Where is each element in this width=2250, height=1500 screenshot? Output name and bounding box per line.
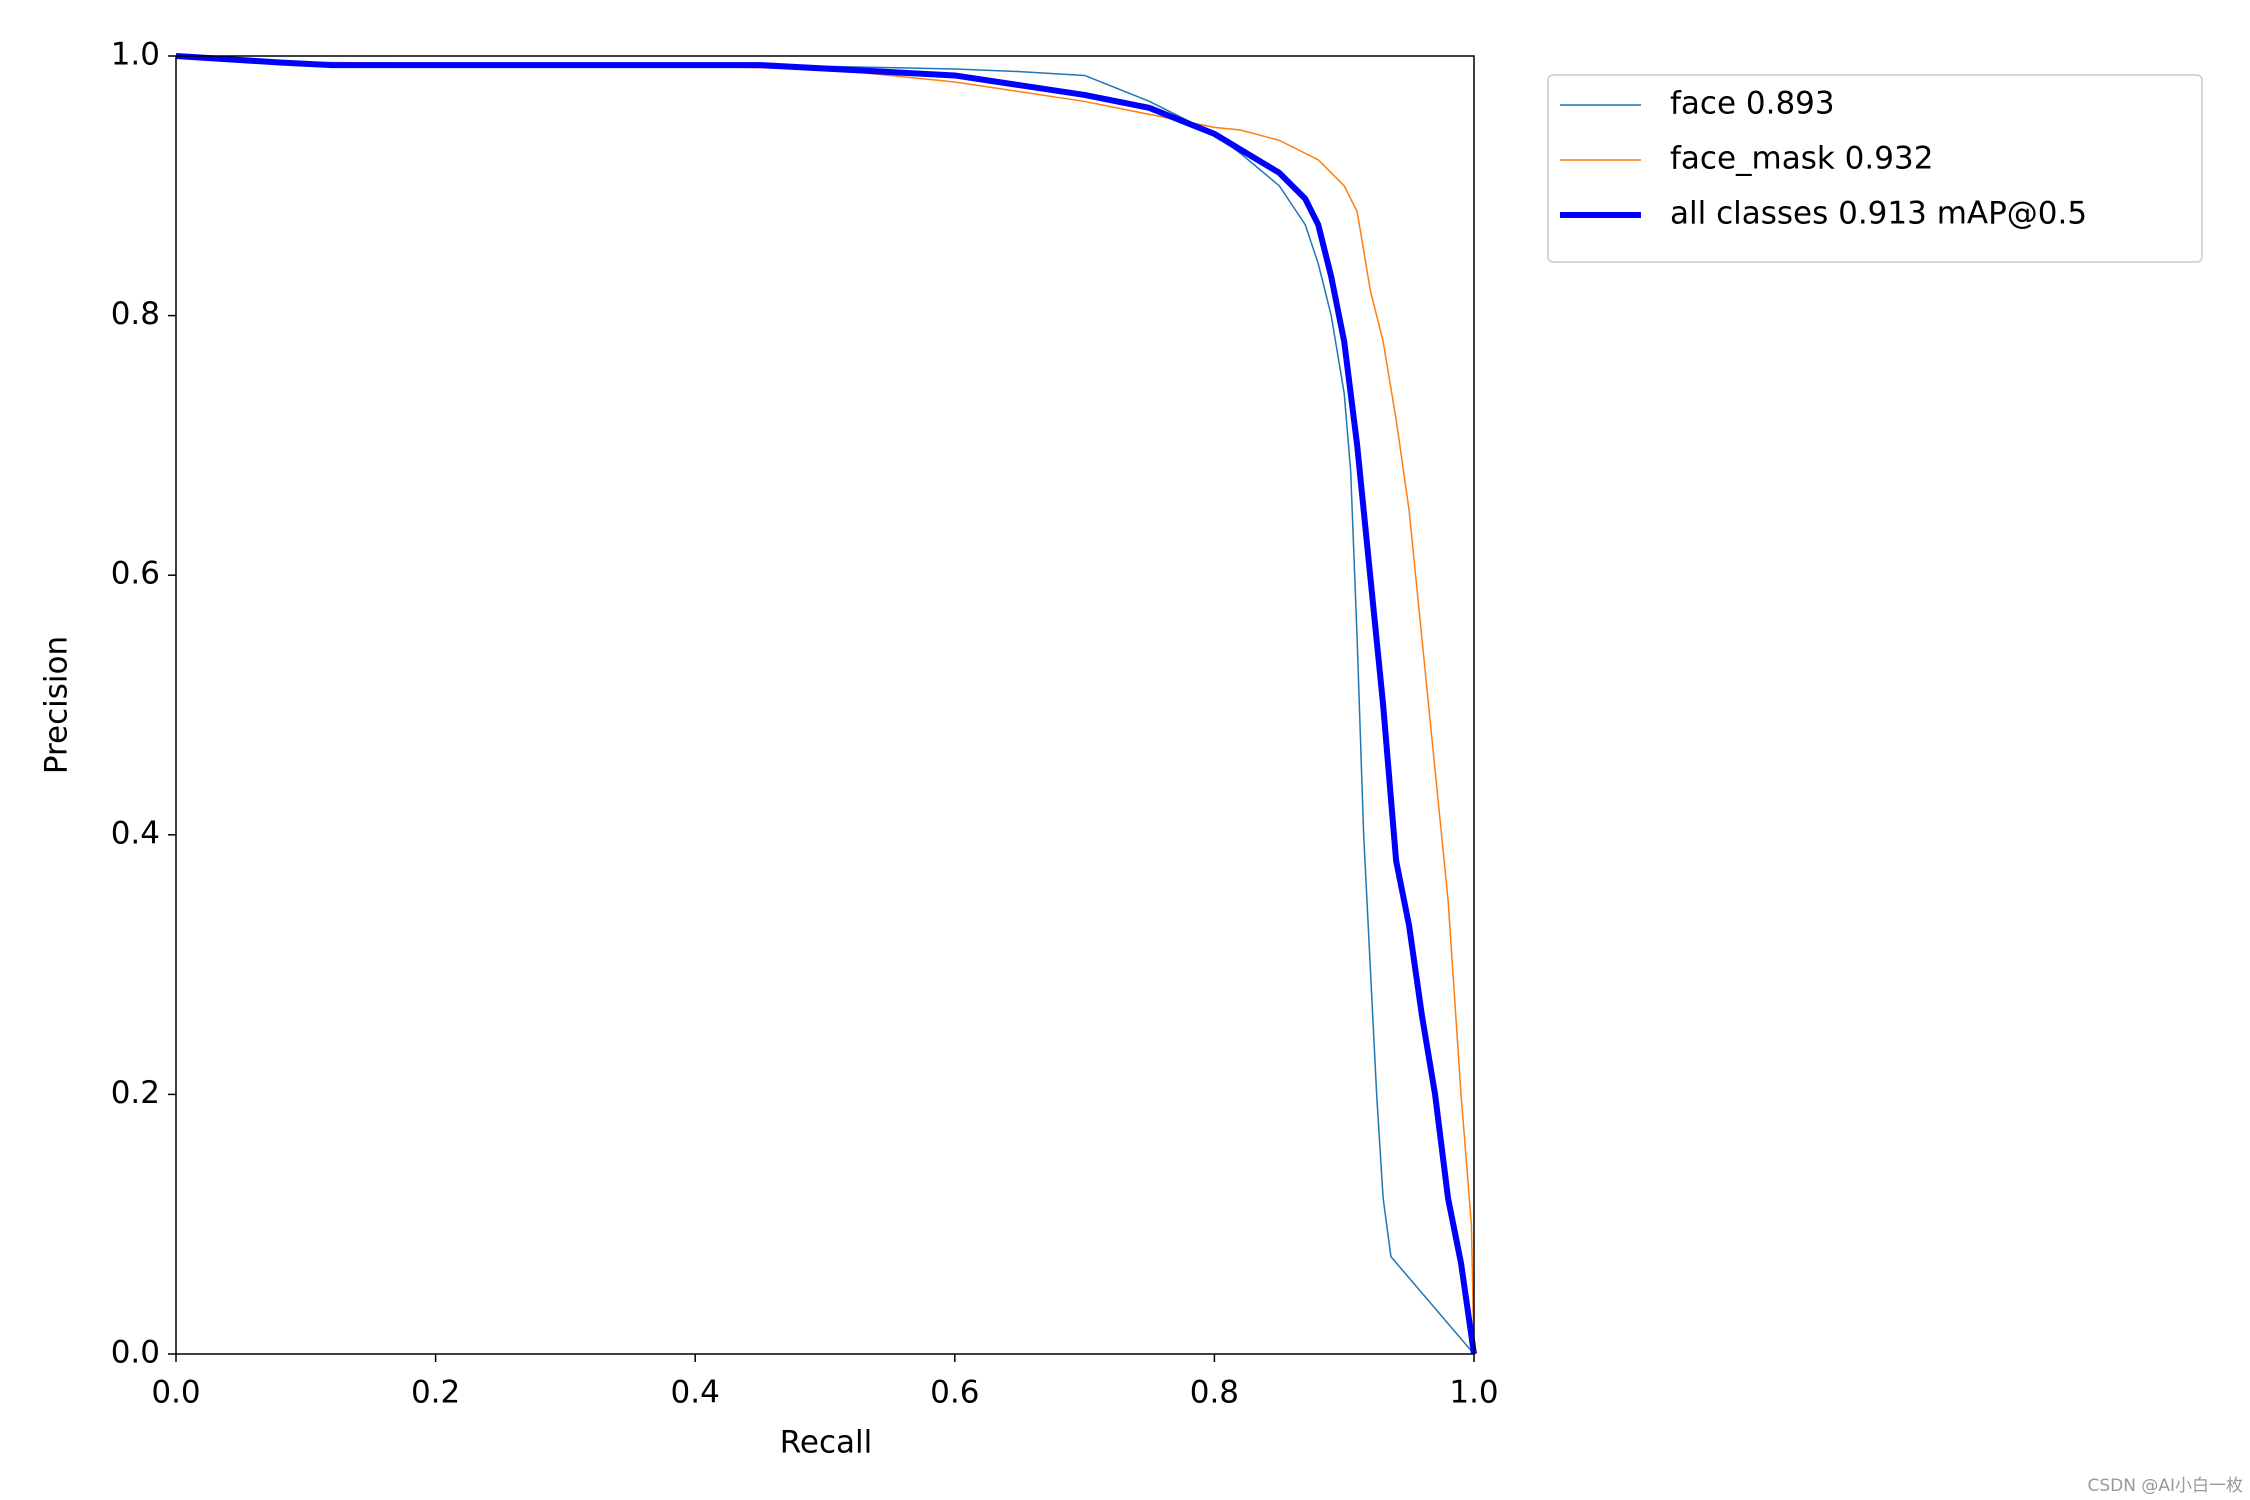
x-tick-label: 1.0 bbox=[1449, 1375, 1498, 1411]
series-line bbox=[175, 55, 1475, 1355]
x-tick-label: 0.8 bbox=[1190, 1375, 1239, 1411]
legend-label: all classes 0.913 mAP@0.5 bbox=[1670, 196, 2087, 232]
legend-box bbox=[1547, 74, 2203, 263]
x-tick-label: 0.4 bbox=[671, 1375, 720, 1411]
y-tick-label: 0.4 bbox=[111, 815, 160, 851]
y-tick-label: 0.6 bbox=[111, 556, 160, 592]
watermark: CSDN @AI小白一枚 bbox=[2087, 1476, 2243, 1496]
series-line bbox=[175, 55, 1475, 1355]
x-tick-label: 0.6 bbox=[930, 1375, 979, 1411]
plot-frame bbox=[175, 55, 1475, 1355]
y-axis-label: Precision bbox=[39, 636, 75, 774]
y-tick-label: 0.8 bbox=[111, 296, 160, 332]
y-tick-label: 0.2 bbox=[111, 1075, 160, 1111]
legend-label: face 0.893 bbox=[1670, 86, 1835, 122]
x-axis-label: Recall bbox=[780, 1425, 873, 1461]
y-tick-label: 1.0 bbox=[111, 37, 160, 73]
x-tick-label: 0.2 bbox=[411, 1375, 460, 1411]
series-line bbox=[175, 53, 1477, 1355]
x-tick-label: 0.0 bbox=[151, 1375, 200, 1411]
legend-label: face_mask 0.932 bbox=[1670, 141, 1933, 177]
y-tick-label: 0.0 bbox=[111, 1335, 160, 1371]
